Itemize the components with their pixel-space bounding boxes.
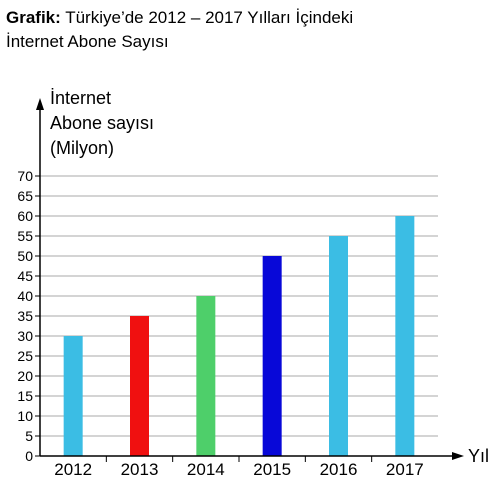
x-category-label: 2017: [386, 460, 424, 479]
y-tick-label: 5: [25, 428, 33, 444]
bar-2013: [130, 316, 149, 456]
y-axis-arrow: [36, 98, 44, 110]
bar-2017: [395, 216, 415, 456]
y-axis-label: İnternet Abone sayısı (Milyon): [50, 86, 154, 161]
bar-2012: [63, 336, 83, 456]
y-tick-label: 45: [17, 268, 33, 284]
y-tick-label: 65: [17, 188, 33, 204]
bar-2014: [196, 296, 216, 456]
y-tick-label: 15: [17, 388, 33, 404]
x-axis-label: Yıl: [468, 446, 489, 466]
y-tick-label: 35: [17, 308, 33, 324]
bar-2016: [329, 236, 348, 456]
title-line-2: İnternet Abone Sayısı: [6, 32, 169, 51]
y-tick-label: 55: [17, 228, 33, 244]
x-category-label: 2012: [54, 460, 92, 479]
y-tick-label: 0: [25, 448, 33, 464]
x-category-label: 2016: [320, 460, 358, 479]
y-tick-label: 70: [17, 168, 33, 184]
y-tick-label: 30: [17, 328, 33, 344]
y-tick-label: 50: [17, 248, 33, 264]
title-prefix: Grafik:: [6, 8, 61, 27]
y-tick-label: 40: [17, 288, 33, 304]
x-category-label: 2013: [121, 460, 159, 479]
y-axis-label-line-1: İnternet: [50, 88, 112, 108]
x-category-label: 2014: [187, 460, 225, 479]
y-tick-label: 10: [17, 408, 33, 424]
title-line-1: Türkiye’de 2012 – 2017 Yılları İçindeki: [60, 8, 354, 27]
y-axis-label-line-2: Abone sayısı: [50, 113, 155, 133]
x-category-label: 2015: [253, 460, 291, 479]
y-tick-label: 25: [17, 348, 33, 364]
bar-2015: [262, 256, 282, 456]
y-axis-label-line-3: (Milyon): [50, 138, 115, 158]
x-axis-arrow: [452, 452, 464, 460]
y-tick-label: 60: [17, 208, 33, 224]
y-tick-label: 20: [17, 368, 33, 384]
chart-title: Grafik: Türkiye’de 2012 – 2017 Yılları İ…: [6, 6, 353, 54]
